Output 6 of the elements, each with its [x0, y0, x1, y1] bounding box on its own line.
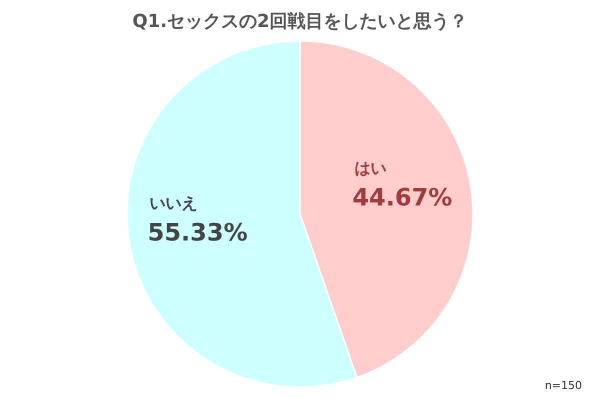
- slice-label: はい: [354, 158, 386, 178]
- data-label: 44.67%: [352, 184, 452, 212]
- data-label: 55.33%: [148, 218, 248, 246]
- text: n=150: [544, 379, 582, 392]
- slice-label: いいえ: [150, 193, 198, 212]
- chart-title: Q1.セックスの2回戦目をしたいと思う？: [132, 11, 468, 32]
